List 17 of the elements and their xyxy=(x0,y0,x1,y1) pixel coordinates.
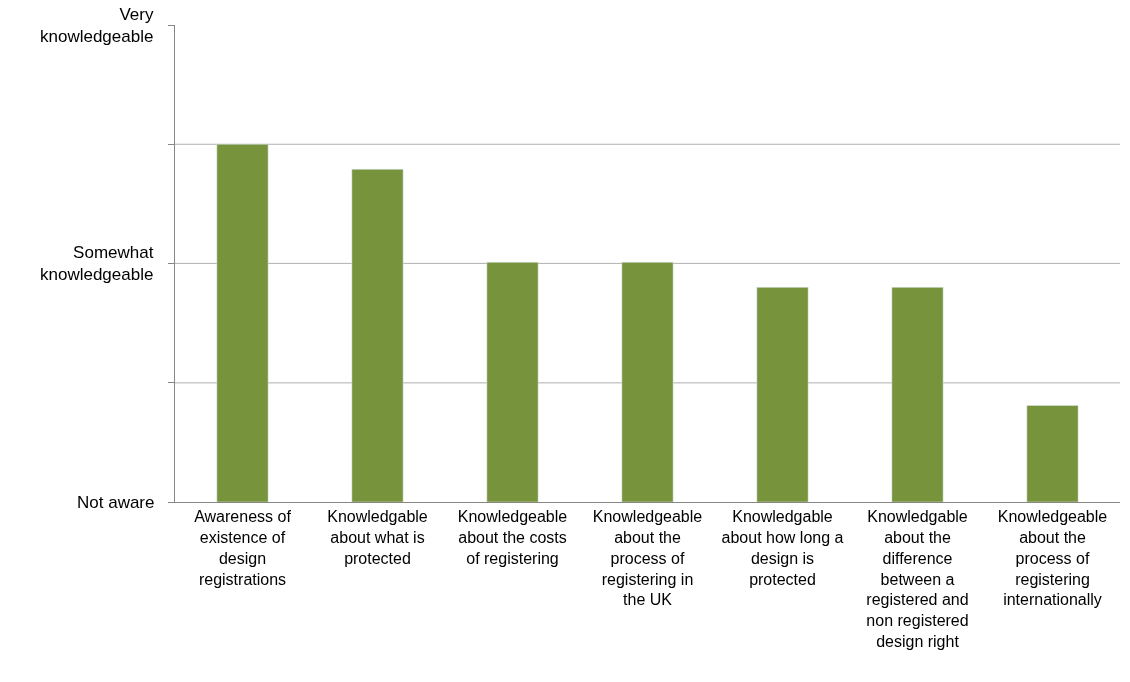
x-tick-label: Knowledgable about how long a design is protected xyxy=(721,508,844,588)
x-tick-label: Knowledgable about the difference between a registered and non registered design right xyxy=(866,508,969,650)
text: Not aware xyxy=(77,493,155,512)
bar xyxy=(891,287,944,502)
bar xyxy=(1026,405,1079,502)
x-tick-label: Knowledgeable about the process of registering internationally xyxy=(997,508,1108,609)
x-tick-label: Knowledgeable about the process of registering in the UK xyxy=(592,508,703,609)
text: Very knowledgeable xyxy=(40,5,154,47)
bar xyxy=(351,169,404,502)
text: Somewhat knowledgeable xyxy=(40,243,154,285)
bar xyxy=(756,287,809,502)
bar xyxy=(486,262,539,502)
x-tick-label: Awareness of existence of design registrations xyxy=(194,508,292,588)
x-tick-label: Knowledgeable about the costs of registering xyxy=(457,508,568,567)
bar xyxy=(621,262,674,502)
x-tick-label: Knowledgable about what is protected xyxy=(327,508,428,567)
bar xyxy=(216,144,269,502)
